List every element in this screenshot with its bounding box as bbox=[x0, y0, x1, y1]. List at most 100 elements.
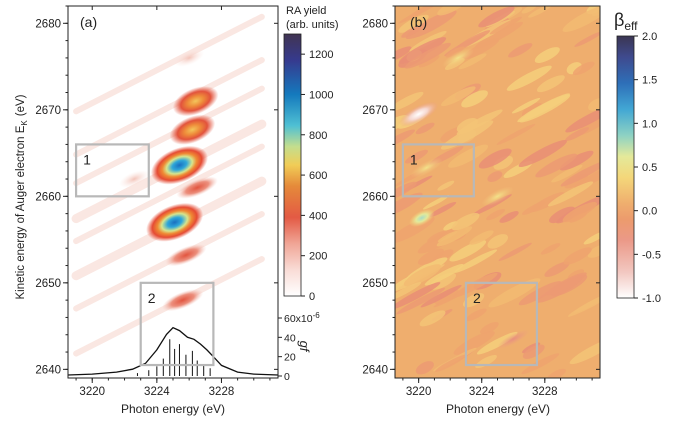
streak bbox=[559, 150, 594, 171]
streak bbox=[435, 354, 467, 372]
streak bbox=[560, 160, 600, 187]
streak bbox=[562, 202, 597, 223]
panel-a-xtick-label: 3228 bbox=[209, 386, 235, 398]
colorbar-a-tick-label: 600 bbox=[309, 170, 327, 182]
panel-a-ylabel: Kinetic energy of Auger electron EK(eV) bbox=[15, 94, 29, 299]
panel-a-xtick-label: 3224 bbox=[144, 386, 170, 398]
streak bbox=[437, 230, 458, 243]
colorbar-b-bar bbox=[616, 35, 635, 299]
panel-b-ytick-label: 2650 bbox=[362, 278, 388, 290]
inset-envelope bbox=[68, 326, 278, 376]
streak bbox=[572, 61, 595, 76]
streak bbox=[587, 244, 600, 258]
streak bbox=[456, 109, 503, 135]
feature bbox=[409, 208, 435, 227]
streak bbox=[487, 171, 503, 183]
streak bbox=[73, 143, 265, 245]
panel-a-xtick-label: 3220 bbox=[79, 386, 105, 398]
streak bbox=[499, 211, 519, 223]
streak bbox=[396, 287, 446, 315]
streak bbox=[454, 249, 498, 273]
colorbar-a-ticks: 0 200 400 600 800 1000 1200 bbox=[301, 49, 333, 303]
streak bbox=[544, 261, 570, 277]
panel-a-y-ticks: 2640 2650 2660 2670 2680 bbox=[35, 5, 278, 376]
streak bbox=[536, 277, 582, 303]
colorbar-b-title: βeff bbox=[614, 10, 638, 33]
peak bbox=[172, 86, 219, 117]
streak bbox=[419, 310, 446, 327]
panel-a-regions: 12 bbox=[74, 143, 215, 367]
panel-a-ytick-label: 2670 bbox=[35, 105, 61, 117]
streak bbox=[451, 212, 480, 231]
streak bbox=[404, 42, 451, 69]
colorbar-a-title-line2: (arb. units) bbox=[286, 19, 339, 31]
streak bbox=[486, 209, 505, 221]
streak bbox=[422, 195, 450, 210]
inset-ytick-label: 0 bbox=[284, 371, 290, 383]
panel-a-region-label: 1 bbox=[83, 151, 91, 167]
streak bbox=[401, 25, 423, 38]
inset-ylabel: gf bbox=[297, 341, 312, 353]
colorbar-a-tick-label: 1000 bbox=[309, 89, 333, 101]
panel-b-x-ticks: 3220 3224 3228 bbox=[402, 6, 593, 398]
streak bbox=[518, 140, 567, 168]
streak bbox=[563, 247, 592, 265]
colorbar-a-tick-label: 800 bbox=[309, 130, 327, 142]
panel-b-xlabel: Photon energy (eV) bbox=[446, 402, 550, 416]
colorbar-b-tick-label: 0.0 bbox=[642, 206, 657, 218]
panel-a-heatmap bbox=[68, 13, 278, 376]
panel-a-region-label: 2 bbox=[148, 290, 156, 306]
streak bbox=[417, 248, 444, 265]
panel-b-ytick-label: 2670 bbox=[362, 105, 388, 117]
streak bbox=[415, 361, 434, 375]
streak bbox=[511, 97, 541, 114]
peak bbox=[165, 244, 207, 267]
streak bbox=[498, 242, 532, 261]
colorbar-b-tick-label: 1.5 bbox=[642, 75, 657, 87]
streak bbox=[518, 281, 562, 306]
streak bbox=[434, 289, 459, 305]
feature bbox=[410, 157, 443, 178]
streak bbox=[562, 6, 600, 32]
peak bbox=[162, 289, 204, 312]
streak bbox=[409, 30, 447, 52]
colorbar-b-tick-label: -0.5 bbox=[642, 249, 661, 261]
colorbar-b-tick-label: 2.0 bbox=[642, 31, 657, 43]
streak bbox=[487, 234, 509, 249]
streak bbox=[540, 243, 561, 255]
streak bbox=[73, 13, 265, 115]
panel-b-ytick-label: 2660 bbox=[362, 191, 388, 203]
streak bbox=[424, 263, 464, 286]
panel-b-ytick-label: 2680 bbox=[362, 18, 388, 30]
colorbar-a-tick-label: 200 bbox=[309, 251, 327, 263]
colorbar-b: βeff -1.0 -0.5 0.0 0.5 1.0 1.5 2.0 bbox=[614, 10, 661, 305]
panel-b-features bbox=[398, 47, 530, 349]
streak bbox=[565, 127, 590, 141]
streak bbox=[415, 122, 435, 135]
streak bbox=[488, 278, 541, 308]
streak bbox=[551, 164, 583, 183]
panel-b-heatmap bbox=[395, 6, 600, 378]
panel-b-xtick-label: 3220 bbox=[406, 386, 432, 398]
feature bbox=[398, 101, 439, 127]
panel-a-xlabel: Photon energy (eV) bbox=[121, 402, 225, 416]
streak bbox=[441, 86, 476, 107]
inset-ytick-label: 40 bbox=[284, 332, 296, 344]
streak bbox=[478, 148, 512, 169]
panel-a-inset-axis: 0 20 40 60x10-6 bbox=[278, 311, 320, 383]
streak bbox=[395, 282, 441, 310]
streak bbox=[461, 90, 488, 108]
panel-b-ytick-label: 2640 bbox=[362, 364, 388, 376]
streak bbox=[506, 65, 552, 91]
streak bbox=[573, 162, 600, 190]
panel-b-region-label: 2 bbox=[473, 290, 481, 306]
panel-a-ytick-label: 2650 bbox=[35, 278, 61, 290]
inset-ytick-label: 60x10-6 bbox=[284, 311, 320, 325]
streak bbox=[448, 144, 489, 168]
panel-b-regions: 12 bbox=[401, 143, 539, 367]
streak bbox=[517, 93, 570, 123]
streak bbox=[528, 6, 552, 18]
streak bbox=[480, 322, 499, 335]
feature bbox=[481, 186, 514, 207]
streak bbox=[73, 57, 265, 158]
